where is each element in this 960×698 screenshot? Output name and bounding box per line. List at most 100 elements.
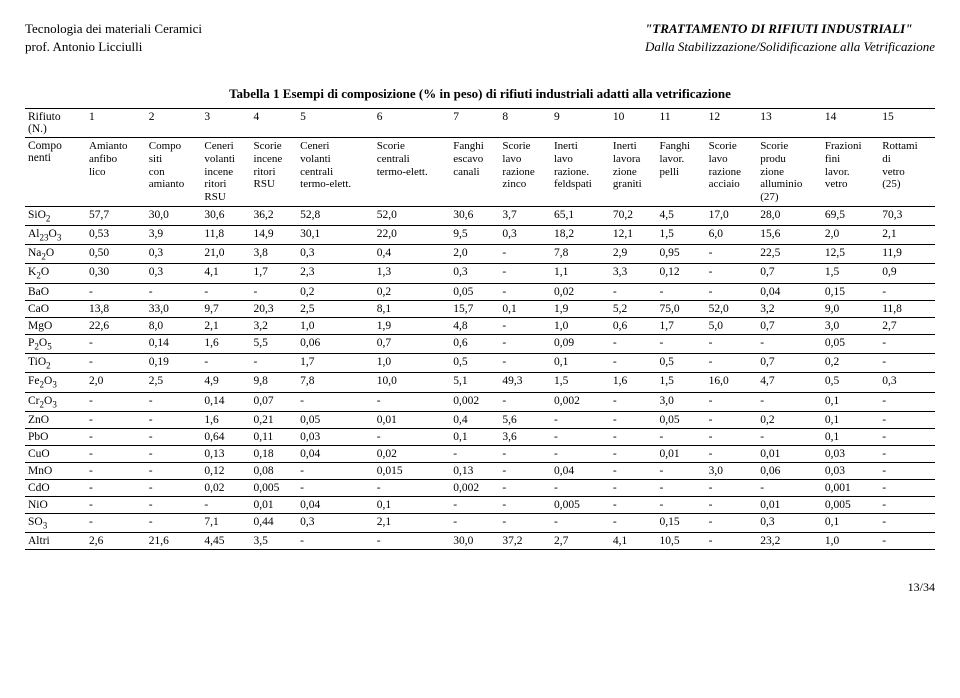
table-cell: 3,2 xyxy=(251,317,298,334)
table-cell: 2,5 xyxy=(146,373,202,392)
compound-label: Fe2O3 xyxy=(25,373,86,392)
table-cell: 0,005 xyxy=(551,496,610,513)
table-cell: 28,0 xyxy=(757,206,822,225)
table-cell: - xyxy=(450,513,499,532)
table-cell: 0,002 xyxy=(450,392,499,411)
table-row: CdO--0,020,005--0,002------0,001- xyxy=(25,479,935,496)
table-cell: - xyxy=(146,392,202,411)
table-cell: 0,50 xyxy=(86,245,146,264)
table-cell: - xyxy=(879,411,935,428)
table-cell: 3,7 xyxy=(499,206,551,225)
table-cell: 0,53 xyxy=(86,225,146,244)
table-cell: 0,01 xyxy=(657,445,706,462)
table-cell: - xyxy=(86,513,146,532)
column-desc: Inertilavorazionegraniti xyxy=(610,138,657,206)
table-cell: 15,6 xyxy=(757,225,822,244)
table-cell: 0,2 xyxy=(374,283,451,300)
table-cell: 21,0 xyxy=(201,245,250,264)
table-cell: 0,3 xyxy=(757,513,822,532)
table-cell: - xyxy=(86,334,146,353)
table-cell: - xyxy=(706,392,758,411)
table-cell: 75,0 xyxy=(657,300,706,317)
column-id: 15 xyxy=(879,109,935,138)
table-cell: 22,0 xyxy=(374,225,451,244)
table-cell: - xyxy=(251,283,298,300)
table-cell: 1,0 xyxy=(297,317,374,334)
table-cell: 0,15 xyxy=(657,513,706,532)
table-row: PbO--0,640,110,03-0,13,6-----0,1- xyxy=(25,428,935,445)
compound-label: ZnO xyxy=(25,411,86,428)
header-cell: Rifiuto(N.) xyxy=(25,109,86,138)
table-cell: 0,30 xyxy=(86,264,146,283)
table-cell: 2,0 xyxy=(450,245,499,264)
table-cell: 52,0 xyxy=(374,206,451,225)
table-cell: 1,5 xyxy=(657,373,706,392)
table-cell: 6,0 xyxy=(706,225,758,244)
table-cell: 0,5 xyxy=(450,354,499,373)
table-cell: 3,9 xyxy=(146,225,202,244)
table-cell: 0,04 xyxy=(297,496,374,513)
table-cell: - xyxy=(610,445,657,462)
table-cell: 33,0 xyxy=(146,300,202,317)
composition-table: Rifiuto(N.)123456789101112131415 Compone… xyxy=(25,108,935,550)
table-cell: 1,7 xyxy=(657,317,706,334)
table-cell: 30,0 xyxy=(450,533,499,550)
table-cell: 3,0 xyxy=(706,462,758,479)
table-cell: - xyxy=(706,264,758,283)
table-cell: - xyxy=(146,479,202,496)
compound-label: PbO xyxy=(25,428,86,445)
table-cell: 1,1 xyxy=(551,264,610,283)
column-id: 5 xyxy=(297,109,374,138)
compound-label: Altri xyxy=(25,533,86,550)
table-cell: 3,0 xyxy=(822,317,879,334)
table-cell: - xyxy=(706,283,758,300)
table-cell: 0,001 xyxy=(822,479,879,496)
table-cell: 37,2 xyxy=(499,533,551,550)
table-cell: 0,04 xyxy=(551,462,610,479)
table-cell: 30,1 xyxy=(297,225,374,244)
column-id: 9 xyxy=(551,109,610,138)
table-cell: - xyxy=(499,445,551,462)
table-cell: - xyxy=(610,479,657,496)
table-cell: - xyxy=(86,411,146,428)
table-cell: 15,7 xyxy=(450,300,499,317)
table-cell: - xyxy=(551,445,610,462)
table-cell: - xyxy=(146,428,202,445)
table-cell: 49,3 xyxy=(499,373,551,392)
table-cell: - xyxy=(297,392,374,411)
table-cell: - xyxy=(610,411,657,428)
table-cell: 30,6 xyxy=(450,206,499,225)
table-cell: 1,9 xyxy=(374,317,451,334)
table-cell: - xyxy=(499,462,551,479)
table-cell: - xyxy=(374,479,451,496)
table-cell: - xyxy=(706,411,758,428)
table-cell: 0,01 xyxy=(757,445,822,462)
table-cell: 0,2 xyxy=(297,283,374,300)
table-cell: 0,1 xyxy=(551,354,610,373)
table-cell: 0,05 xyxy=(297,411,374,428)
doc-title: "TRATTAMENTO DI RIFIUTI INDUSTRIALI" xyxy=(645,20,935,38)
column-id: 8 xyxy=(499,109,551,138)
table-cell: 0,03 xyxy=(297,428,374,445)
compound-label: MgO xyxy=(25,317,86,334)
table-cell: 1,6 xyxy=(201,411,250,428)
table-cell: - xyxy=(657,283,706,300)
professor-name: prof. Antonio Licciulli xyxy=(25,38,202,56)
table-cell: - xyxy=(86,479,146,496)
column-desc: Scorielavorazionezinco xyxy=(499,138,551,206)
table-cell: 3,0 xyxy=(657,392,706,411)
table-cell: 0,7 xyxy=(757,317,822,334)
table-cell: 9,7 xyxy=(201,300,250,317)
table-row: Al23O30,533,911,814,930,122,09,50,318,21… xyxy=(25,225,935,244)
table-cell: 4,7 xyxy=(757,373,822,392)
table-cell: 0,5 xyxy=(657,354,706,373)
table-cell: - xyxy=(450,496,499,513)
table-cell: - xyxy=(499,479,551,496)
table-cell: 0,1 xyxy=(499,300,551,317)
compound-label: SiO2 xyxy=(25,206,86,225)
table-cell: 17,0 xyxy=(706,206,758,225)
table-cell: 0,002 xyxy=(551,392,610,411)
table-cell: 3,3 xyxy=(610,264,657,283)
table-cell: 11,8 xyxy=(879,300,935,317)
table-cell: - xyxy=(86,462,146,479)
